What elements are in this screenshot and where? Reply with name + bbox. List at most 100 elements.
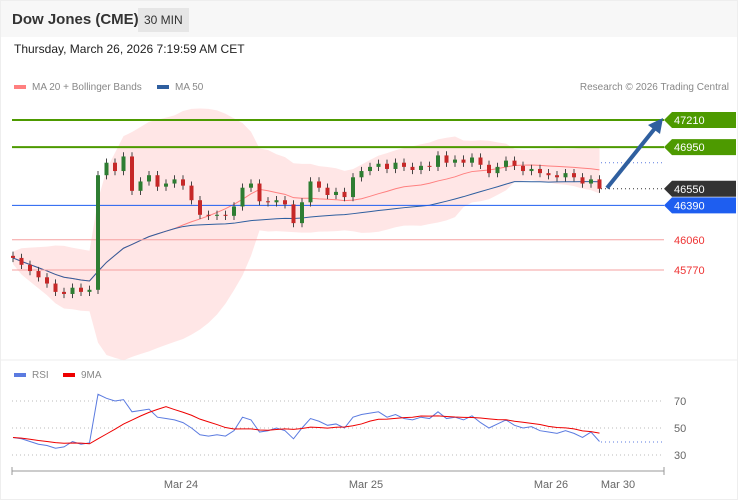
- candle: [410, 166, 415, 171]
- level-label: 46550: [674, 184, 705, 196]
- legend-label: MA 20 + Bollinger Bands: [32, 82, 142, 93]
- timestamp: Thursday, March 26, 2026 7:19:59 AM CET: [14, 42, 245, 56]
- rsi-swatch: [14, 373, 26, 378]
- level-label: 46060: [674, 235, 705, 247]
- candle: [300, 202, 304, 224]
- candle: [393, 162, 398, 169]
- candle: [70, 287, 75, 294]
- ma50-swatch: [157, 85, 169, 90]
- candle: [11, 255, 15, 258]
- legend-ma20: MA 20 + Bollinger Bands: [14, 82, 142, 93]
- candle: [376, 163, 381, 167]
- candle: [232, 206, 236, 216]
- header: Dow Jones (CME) 30 MIN: [1, 1, 737, 37]
- legend-label: RSI: [32, 370, 49, 381]
- candle: [240, 187, 245, 207]
- candle: [504, 160, 508, 167]
- candle: [317, 181, 321, 188]
- candle: [79, 287, 83, 292]
- candle: [198, 200, 202, 215]
- legend-rsi: RSI: [14, 370, 49, 381]
- rsi-line: [12, 393, 600, 449]
- candle: [130, 156, 134, 191]
- candle: [172, 179, 177, 184]
- level-label: 46950: [674, 142, 705, 154]
- instrument-title: Dow Jones (CME): [12, 11, 139, 28]
- candle: [453, 159, 457, 163]
- candle: [461, 159, 466, 163]
- level-tag-47210: [664, 112, 736, 128]
- timeframe-button[interactable]: 30 MIN: [138, 8, 189, 32]
- level-tag-46390: [664, 197, 736, 214]
- rsi-9ma-line: [12, 406, 600, 445]
- level-label: 47210: [674, 115, 705, 127]
- candle: [487, 164, 491, 174]
- forecast-arrowhead: [648, 118, 663, 134]
- candle: [419, 165, 423, 171]
- candle: [325, 187, 330, 196]
- candle: [147, 175, 151, 182]
- candle: [572, 173, 576, 178]
- candle: [249, 183, 253, 188]
- candle: [291, 204, 296, 224]
- forecast-arrow: [605, 125, 658, 190]
- x-tick-label: Mar 30: [601, 479, 635, 491]
- rsi-level-label: 70: [674, 396, 686, 408]
- bollinger-band: [13, 108, 600, 361]
- candle: [512, 160, 517, 166]
- candle: [96, 175, 100, 290]
- ma20-swatch: [14, 85, 26, 90]
- legend-label: MA 50: [175, 82, 204, 93]
- candle: [351, 177, 355, 198]
- candle: [436, 155, 440, 167]
- candle: [359, 171, 364, 178]
- candle: [19, 257, 24, 265]
- candle: [62, 291, 66, 294]
- candle: [308, 181, 313, 203]
- x-tick-label: Mar 25: [349, 479, 383, 491]
- candle: [266, 201, 270, 203]
- x-tick-label: Mar 26: [534, 479, 568, 491]
- candle: [334, 191, 338, 196]
- candle: [342, 191, 347, 198]
- level-label: 46390: [674, 200, 705, 212]
- level-tag-46550: [664, 180, 736, 197]
- legend-ma50: MA 50: [157, 82, 203, 93]
- candle: [121, 156, 126, 172]
- candle: [164, 183, 168, 187]
- x-tick-label: Mar 24: [164, 479, 198, 491]
- candle: [113, 162, 117, 172]
- level-tag-46950: [664, 139, 736, 156]
- candle: [368, 166, 372, 172]
- candle: [444, 155, 449, 163]
- copyright: Research © 2026 Trading Central: [579, 82, 729, 93]
- candle: [538, 168, 542, 174]
- ma50-line: [12, 181, 600, 282]
- candle: [563, 173, 568, 178]
- candle: [546, 173, 551, 176]
- candle: [402, 162, 406, 167]
- candle: [53, 283, 58, 292]
- candle: [478, 157, 483, 165]
- candle: [521, 165, 525, 172]
- candle: [223, 214, 228, 216]
- candle: [274, 200, 279, 203]
- candle: [427, 165, 432, 167]
- legend-label: 9MA: [81, 370, 102, 381]
- candle: [138, 181, 143, 191]
- candle: [495, 166, 500, 174]
- candle: [283, 200, 287, 205]
- rsi-level-label: 30: [674, 450, 686, 462]
- candle: [181, 179, 185, 186]
- candle: [470, 157, 474, 163]
- candle: [597, 179, 602, 189]
- candle: [87, 289, 92, 292]
- candle: [529, 168, 534, 172]
- legend-9ma: 9MA: [63, 370, 102, 381]
- candle: [104, 162, 109, 176]
- rsi-level-label: 50: [674, 423, 686, 435]
- candle: [155, 175, 160, 187]
- candle: [385, 163, 389, 169]
